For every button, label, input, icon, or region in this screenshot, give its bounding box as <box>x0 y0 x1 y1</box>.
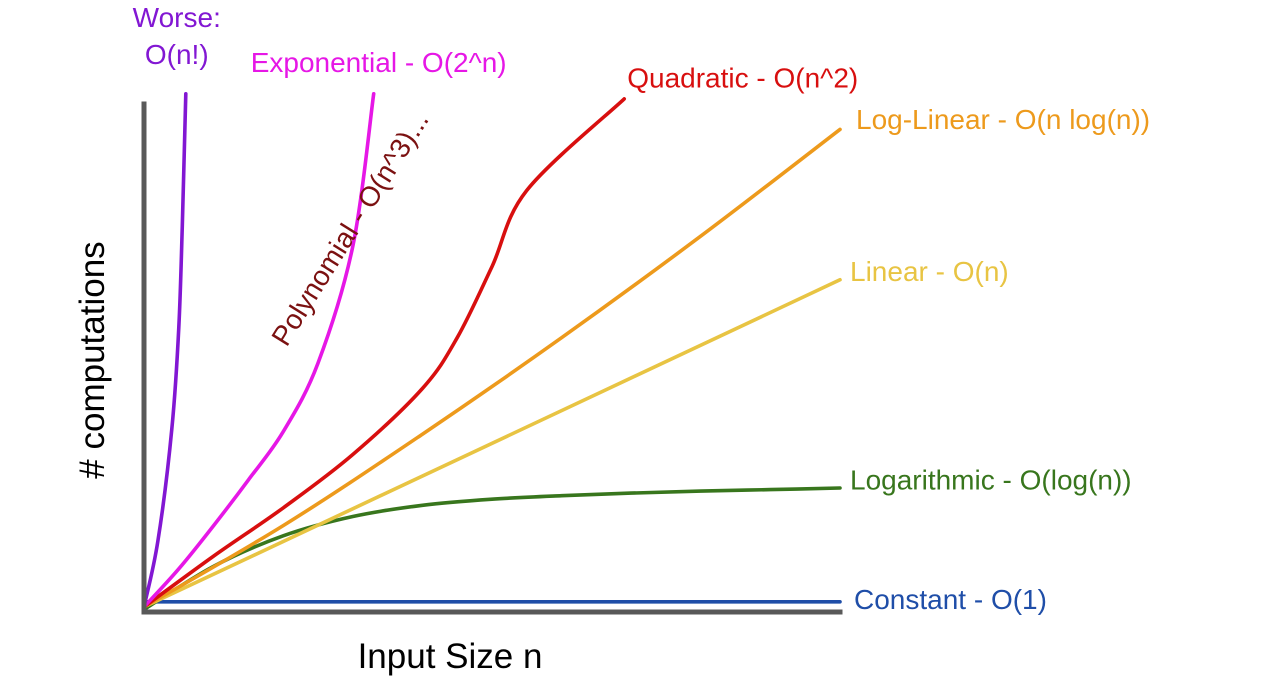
y-axis-title: # computations <box>73 241 112 478</box>
curves-layer <box>142 92 842 612</box>
series-label-linear: Linear - O(n) <box>850 256 1009 287</box>
series-line-logarithmic <box>142 486 842 612</box>
series-label-quadratic: Quadratic - O(n^2) <box>627 62 858 93</box>
series-line-linear <box>142 277 842 609</box>
x-axis-title: Input Size n <box>358 637 543 676</box>
series-label-exponential: Exponential - O(2^n) <box>251 47 507 78</box>
series-label-constant: Constant - O(1) <box>854 584 1047 615</box>
series-line-factorial <box>142 92 188 609</box>
series-line-exponential <box>142 92 376 609</box>
series-label-factorial: Worse: O(n!) <box>133 2 221 70</box>
series-label-loglinear: Log-Linear - O(n log(n)) <box>856 104 1150 135</box>
annotation-polynomial: Polynomial - O(n^3)... <box>265 106 434 351</box>
series-line-quadratic <box>142 97 626 609</box>
series-label-logarithmic: Logarithmic - O(log(n)) <box>850 464 1132 495</box>
series-line-loglinear <box>142 127 842 609</box>
